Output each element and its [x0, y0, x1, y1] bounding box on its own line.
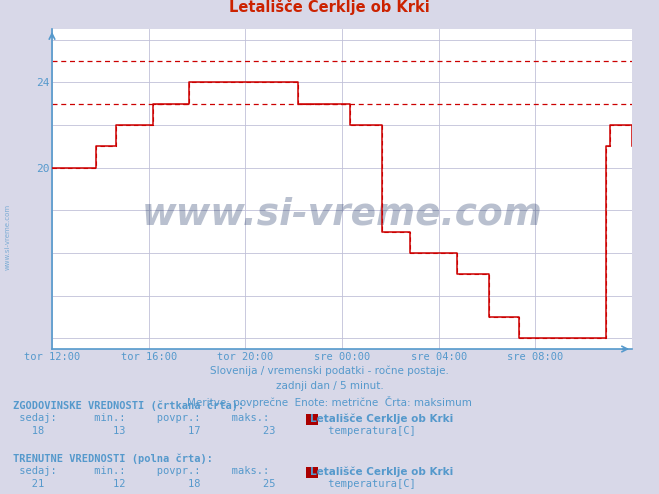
Text: temperatura[C]: temperatura[C]: [322, 426, 415, 436]
Text: ZGODOVINSKE VREDNOSTI (črtkana črta):: ZGODOVINSKE VREDNOSTI (črtkana črta):: [13, 400, 244, 411]
Text: sedaj:      min.:     povpr.:     maks.:: sedaj: min.: povpr.: maks.:: [13, 466, 270, 476]
Text: Letališče Cerklje ob Krki: Letališče Cerklje ob Krki: [229, 0, 430, 15]
Text: Letališče Cerklje ob Krki: Letališče Cerklje ob Krki: [310, 413, 453, 423]
Text: Meritve: povprečne  Enote: metrične  Črta: maksimum: Meritve: povprečne Enote: metrične Črta:…: [187, 396, 472, 408]
Text: www.si-vreme.com: www.si-vreme.com: [5, 204, 11, 270]
Text: sedaj:      min.:     povpr.:     maks.:: sedaj: min.: povpr.: maks.:: [13, 413, 270, 423]
Text: www.si-vreme.com: www.si-vreme.com: [142, 197, 542, 233]
Text: Letališče Cerklje ob Krki: Letališče Cerklje ob Krki: [310, 466, 453, 477]
Text: zadnji dan / 5 minut.: zadnji dan / 5 minut.: [275, 381, 384, 391]
Text: Slovenija / vremenski podatki - ročne postaje.: Slovenija / vremenski podatki - ročne po…: [210, 366, 449, 376]
Text: temperatura[C]: temperatura[C]: [322, 479, 415, 489]
Text: 18           13          17          23: 18 13 17 23: [13, 426, 275, 436]
Text: TRENUTNE VREDNOSTI (polna črta):: TRENUTNE VREDNOSTI (polna črta):: [13, 453, 213, 463]
Text: 21           12          18          25: 21 12 18 25: [13, 479, 275, 489]
